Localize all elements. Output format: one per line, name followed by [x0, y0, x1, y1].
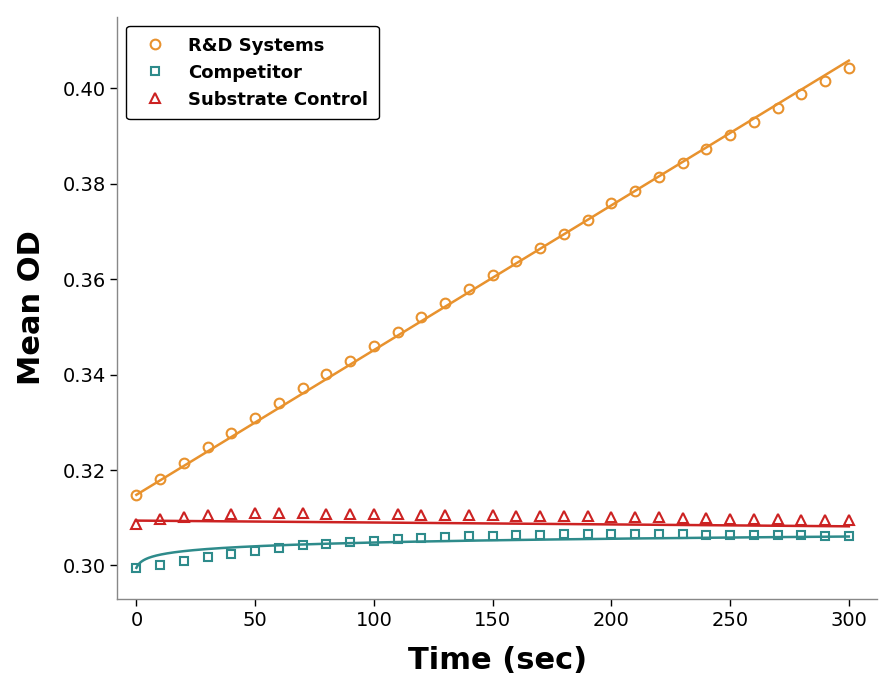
Substrate Control — [701, 514, 712, 522]
Substrate Control — [629, 513, 640, 521]
Substrate Control — [678, 513, 688, 522]
Substrate Control — [463, 511, 474, 520]
Substrate Control — [440, 511, 451, 519]
Competitor — [131, 564, 142, 572]
Substrate Control — [582, 512, 593, 520]
Competitor — [202, 553, 213, 561]
R&D Systems — [155, 475, 165, 483]
R&D Systems — [701, 145, 712, 154]
Substrate Control — [748, 515, 759, 523]
Line: Competitor: Competitor — [132, 530, 853, 572]
Competitor — [298, 541, 308, 549]
R&D Systems — [535, 244, 545, 252]
R&D Systems — [298, 384, 308, 392]
Competitor — [701, 531, 712, 539]
Line: Substrate Control: Substrate Control — [131, 509, 854, 529]
R&D Systems — [654, 172, 664, 181]
Competitor — [582, 530, 593, 538]
Competitor — [368, 536, 379, 545]
Substrate Control — [249, 509, 260, 518]
Substrate Control — [392, 510, 403, 518]
Substrate Control — [654, 513, 664, 521]
Legend: R&D Systems, Competitor, Substrate Control: R&D Systems, Competitor, Substrate Contr… — [126, 26, 379, 120]
Substrate Control — [155, 515, 165, 523]
R&D Systems — [392, 327, 403, 336]
R&D Systems — [606, 199, 617, 208]
R&D Systems — [274, 399, 284, 408]
Substrate Control — [843, 516, 854, 525]
Line: R&D Systems: R&D Systems — [131, 63, 854, 500]
Competitor — [487, 531, 498, 540]
Substrate Control — [725, 515, 736, 523]
Competitor — [820, 531, 831, 540]
R&D Systems — [416, 313, 426, 322]
R&D Systems — [487, 271, 498, 279]
R&D Systems — [368, 343, 379, 351]
Competitor — [511, 531, 522, 540]
Competitor — [606, 530, 617, 538]
Competitor — [392, 535, 403, 543]
Substrate Control — [226, 510, 237, 518]
Competitor — [321, 539, 332, 547]
X-axis label: Time (sec): Time (sec) — [408, 646, 587, 675]
Competitor — [440, 533, 451, 541]
R&D Systems — [582, 217, 593, 225]
Competitor — [249, 547, 260, 555]
Competitor — [796, 531, 806, 540]
R&D Systems — [559, 230, 569, 238]
R&D Systems — [131, 491, 142, 499]
R&D Systems — [843, 64, 854, 72]
R&D Systems — [678, 158, 688, 167]
R&D Systems — [820, 77, 831, 85]
Competitor — [463, 532, 474, 540]
Competitor — [678, 530, 688, 538]
Competitor — [772, 531, 783, 540]
Substrate Control — [345, 510, 356, 518]
Substrate Control — [202, 511, 213, 519]
R&D Systems — [345, 357, 356, 365]
Competitor — [226, 549, 237, 558]
Competitor — [629, 530, 640, 538]
Substrate Control — [179, 513, 190, 521]
R&D Systems — [321, 370, 332, 379]
R&D Systems — [463, 285, 474, 293]
Substrate Control — [487, 511, 498, 520]
Substrate Control — [321, 510, 332, 518]
Competitor — [748, 531, 759, 539]
Competitor — [559, 530, 569, 538]
Competitor — [843, 531, 854, 540]
R&D Systems — [772, 104, 783, 112]
Substrate Control — [559, 512, 569, 520]
R&D Systems — [440, 299, 451, 307]
Substrate Control — [368, 510, 379, 518]
Substrate Control — [796, 516, 806, 524]
Substrate Control — [606, 513, 617, 521]
Competitor — [155, 561, 165, 570]
R&D Systems — [202, 443, 213, 451]
R&D Systems — [629, 187, 640, 195]
Substrate Control — [274, 509, 284, 518]
R&D Systems — [511, 257, 522, 265]
Substrate Control — [131, 520, 142, 528]
Y-axis label: Mean OD: Mean OD — [17, 230, 46, 385]
R&D Systems — [226, 428, 237, 437]
Competitor — [345, 538, 356, 546]
Competitor — [274, 544, 284, 552]
Competitor — [535, 531, 545, 539]
Competitor — [416, 534, 426, 543]
R&D Systems — [179, 459, 190, 468]
Substrate Control — [416, 511, 426, 519]
Competitor — [179, 556, 190, 565]
Substrate Control — [772, 515, 783, 523]
R&D Systems — [796, 90, 806, 98]
R&D Systems — [748, 118, 759, 126]
Substrate Control — [535, 511, 545, 520]
R&D Systems — [725, 131, 736, 140]
Substrate Control — [511, 511, 522, 520]
Substrate Control — [298, 509, 308, 518]
Competitor — [725, 531, 736, 539]
Competitor — [654, 530, 664, 538]
R&D Systems — [249, 415, 260, 423]
Substrate Control — [820, 516, 831, 524]
